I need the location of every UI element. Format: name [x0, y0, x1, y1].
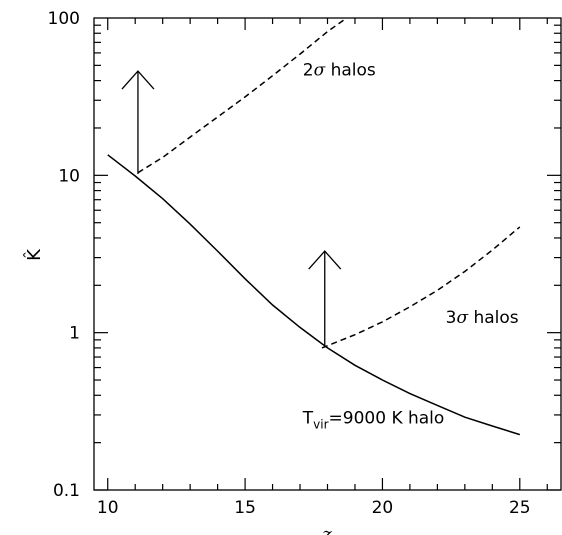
- annotation-text: 2: [303, 61, 314, 81]
- y-tick-label: 1: [69, 324, 80, 344]
- axis-tick-labels: 10 15 20 25 0.1 1 10 100: [48, 9, 531, 518]
- x-tick-label: 10: [97, 498, 119, 518]
- x-axis-label: z: [321, 524, 332, 535]
- dashed-curve-2: [321, 226, 521, 349]
- annotation-greek: σ: [314, 61, 326, 81]
- solid-curve: [107, 154, 521, 436]
- y-tick-label: 100: [48, 9, 80, 29]
- curve-annotation: Tvir=9000 K halo: [302, 408, 445, 431]
- x-tick-label: 15: [234, 498, 256, 518]
- arrow-head: [308, 250, 342, 270]
- curve-annotation: 2σ halos: [303, 61, 376, 81]
- annotation-subscript: vir: [313, 417, 328, 431]
- data-series: [107, 17, 521, 436]
- axis-ticks: [94, 18, 561, 491]
- curve-annotation: 3σ halos: [446, 308, 519, 328]
- y-tick-label: 10: [58, 166, 80, 186]
- annotation-text-rest: halos: [468, 308, 519, 328]
- x-tick-label: 25: [509, 498, 531, 518]
- lower-limit-arrows: [121, 70, 342, 347]
- arrow-head: [121, 70, 155, 90]
- y-tick-label: 0.1: [53, 481, 80, 501]
- annotation-greek: σ: [456, 308, 468, 328]
- annotation-text: 3: [446, 308, 457, 328]
- annotation-text-rest: =9000 K halo: [329, 408, 445, 428]
- x-tick-label: 20: [372, 498, 394, 518]
- y-axis-label: K̂: [24, 248, 45, 261]
- annotation-text-rest: halos: [325, 61, 376, 81]
- annotation-text: T: [302, 408, 314, 428]
- dashed-curve-1: [137, 17, 348, 174]
